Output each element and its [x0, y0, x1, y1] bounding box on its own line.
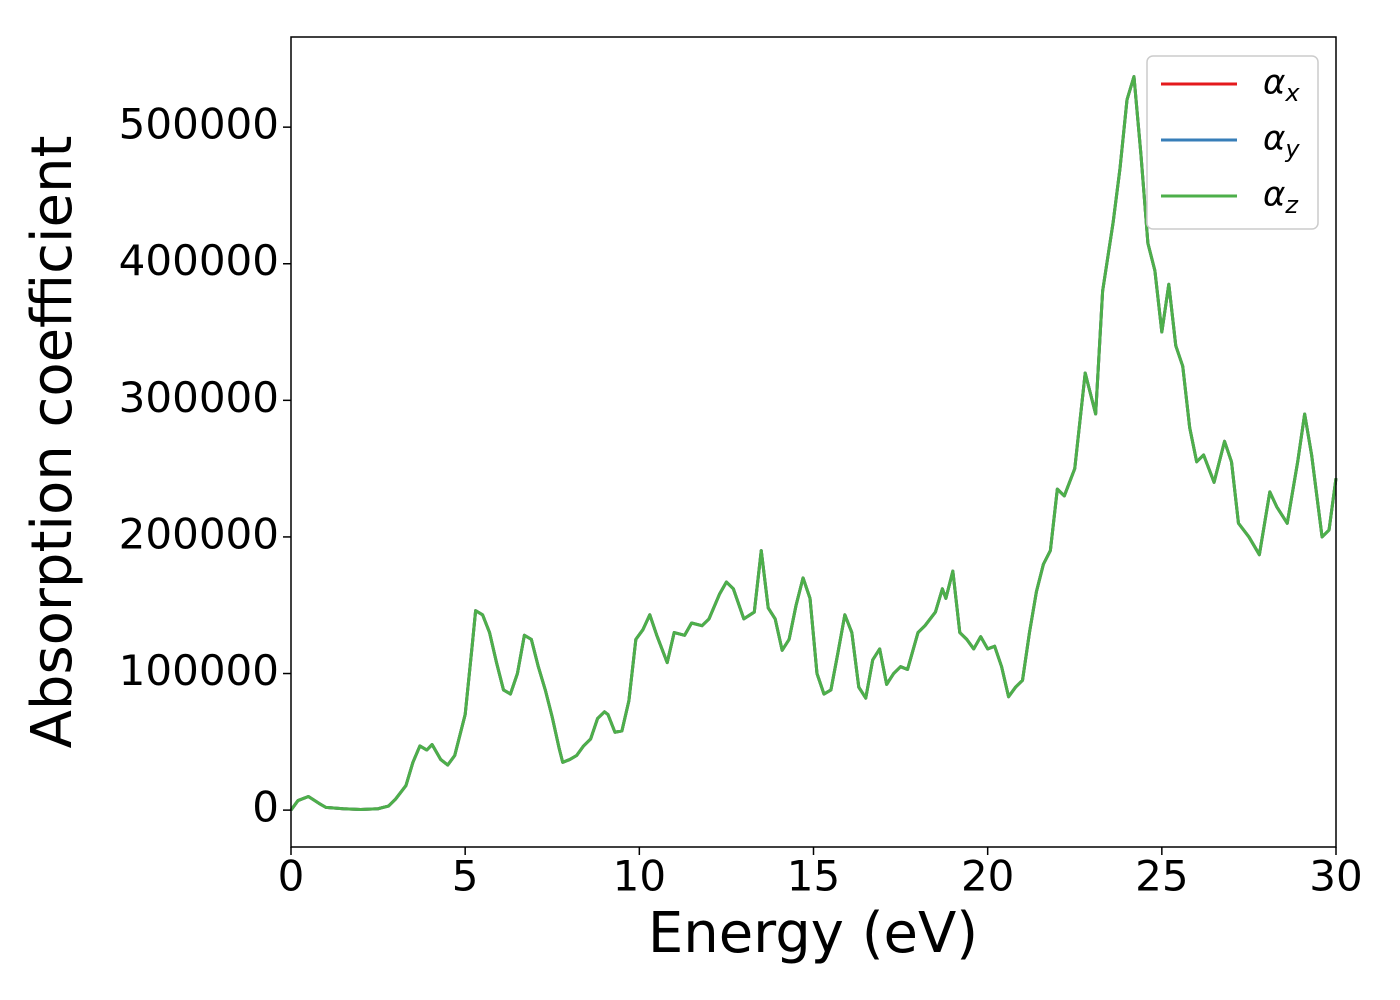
x-axis-label: Energy (eV) [648, 901, 978, 966]
y-tick-label: 300000 [119, 373, 279, 422]
y-tick-label: 500000 [119, 100, 279, 149]
data-line [289, 75, 1338, 812]
x-tick-label: 10 [613, 852, 666, 901]
y-axis-label: Absorption coefficient [20, 136, 85, 749]
plot-frame [290, 36, 1337, 848]
y-tick-label: 200000 [119, 509, 279, 558]
y-tick-label: 100000 [119, 646, 279, 695]
x-tick-label: 20 [961, 852, 1014, 901]
x-tick-label: 15 [787, 852, 840, 901]
x-tick-label: 25 [1135, 852, 1188, 901]
y-tick-label: 400000 [119, 236, 279, 285]
x-tick-label: 0 [278, 852, 305, 901]
x-tick-label: 5 [452, 852, 479, 901]
y-tick-label: 0 [252, 783, 279, 832]
legend-box [1146, 55, 1319, 230]
x-tick-label: 30 [1309, 852, 1362, 901]
